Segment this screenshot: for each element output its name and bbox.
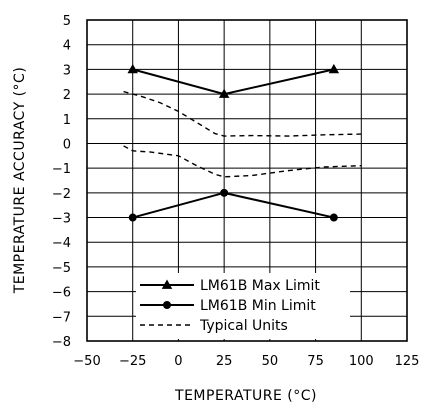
y-tick-labels: −8 −7 −6 −5 −4 −3 −2 −1 0 1 2 3 4 5: [52, 14, 71, 350]
series-layer: [123, 63, 362, 222]
x-tick-labels: −50 −25 0 25 50 75 100 125: [73, 354, 419, 369]
x-tick-label: 100: [349, 354, 374, 369]
legend-triangle-marker: [161, 279, 173, 289]
series-line-lm61b-max-limit: [132, 68, 335, 96]
y-tick-label: 0: [63, 137, 71, 152]
legend-label: LM61B Max Limit: [200, 278, 320, 294]
y-tick-label: −3: [52, 212, 71, 227]
y-axis-label: TEMPERATURE ACCURACY (°C): [12, 67, 28, 295]
x-axis-label: TEMPERATURE (°C): [174, 388, 317, 404]
triangle-marker: [127, 63, 138, 74]
y-tick-label: −7: [52, 310, 71, 325]
x-tick-label: −25: [119, 354, 146, 369]
circle-marker: [329, 213, 338, 222]
series-line-typical-units: [123, 90, 362, 137]
y-tick-label: 3: [63, 63, 71, 78]
x-tick-label: 125: [395, 354, 420, 369]
x-tick-label: 25: [216, 354, 233, 369]
legend: LM61B Max Limit LM61B Min Limit Typical Un…: [136, 273, 350, 339]
circle-marker: [128, 213, 137, 222]
y-tick-label: −4: [52, 236, 71, 251]
legend-circle-marker: [163, 301, 171, 309]
y-tick-label: 5: [63, 14, 71, 29]
y-tick-label: −6: [52, 286, 71, 301]
y-tick-label: −1: [52, 162, 71, 177]
x-tick-label: 0: [174, 354, 182, 369]
x-tick-label: 50: [262, 354, 279, 369]
series-line-lm61b-min-limit: [132, 191, 335, 219]
x-tick-label: 75: [307, 354, 324, 369]
y-tick-label: −8: [52, 335, 71, 350]
y-tick-label: 2: [63, 88, 71, 103]
y-tick-label: 4: [63, 39, 71, 54]
y-tick-label: 1: [63, 113, 71, 128]
series-line-typical-units: [123, 145, 362, 178]
legend-label: Typical Units: [199, 318, 288, 334]
circle-marker: [220, 188, 229, 197]
triangle-marker: [218, 88, 230, 98]
legend-label: LM61B Min Limit: [200, 298, 316, 314]
x-tick-label: −50: [73, 354, 100, 369]
y-tick-label: −5: [52, 261, 71, 276]
plot-frame: [86, 19, 408, 342]
y-tick-label: −2: [52, 187, 71, 202]
triangle-marker: [328, 63, 340, 74]
